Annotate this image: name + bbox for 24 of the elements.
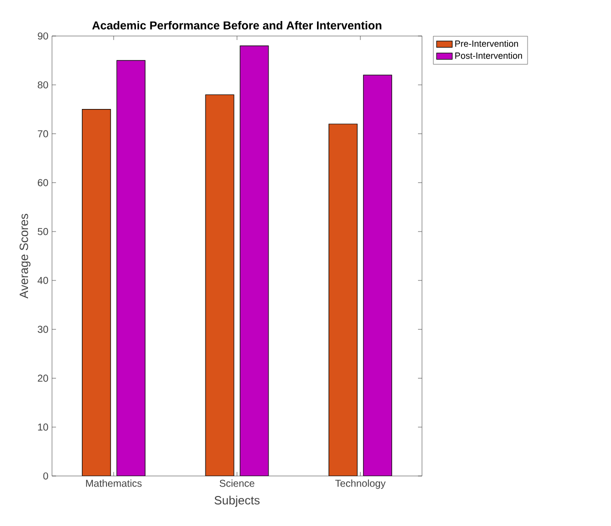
y-tick-label: 80 bbox=[38, 81, 48, 88]
y-tick-label: 90 bbox=[38, 32, 48, 40]
y-tick-label: 40 bbox=[38, 276, 48, 284]
y-tick-label: 60 bbox=[38, 179, 48, 186]
bar bbox=[116, 60, 146, 476]
bar bbox=[205, 94, 234, 476]
bar bbox=[363, 74, 392, 476]
legend-label: Post-Intervention bbox=[455, 52, 522, 59]
bar bbox=[240, 45, 269, 476]
y-axis-title: Average Scores bbox=[20, 214, 30, 299]
y-tick-label: 10 bbox=[38, 424, 48, 431]
legend-label: Pre-Intervention bbox=[455, 40, 518, 47]
x-tick-label: Science bbox=[220, 480, 254, 487]
x-tick-label: Technology bbox=[335, 480, 386, 489]
chart-title: Academic Performance Before and After Intervention bbox=[92, 21, 382, 30]
y-tick-label: 30 bbox=[38, 326, 48, 333]
x-tick-label: Mathematics bbox=[86, 480, 142, 487]
bar bbox=[328, 124, 358, 476]
x-axis-title: Subjects bbox=[214, 496, 260, 507]
bar bbox=[82, 109, 111, 476]
y-tick-label: 0 bbox=[43, 472, 48, 480]
y-tick-label: 50 bbox=[38, 228, 48, 236]
y-tick-label: 70 bbox=[38, 130, 48, 138]
y-tick-label: 20 bbox=[38, 374, 48, 382]
